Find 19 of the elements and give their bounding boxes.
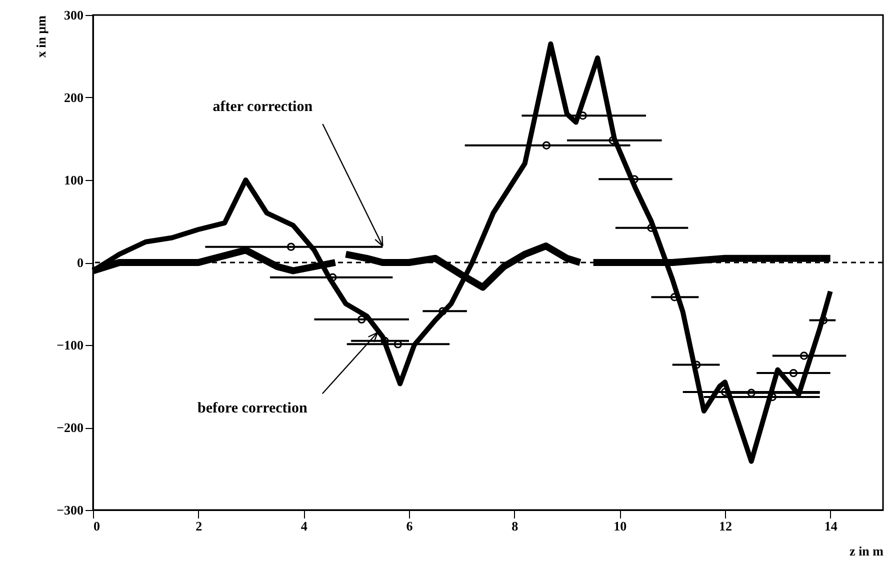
x-axis-title: z in m — [850, 544, 884, 558]
y-tick-label: 200 — [64, 90, 84, 105]
y-tick-label: −300 — [56, 502, 84, 518]
y-tick-label: −100 — [56, 338, 84, 352]
y-axis-title: x in µm — [34, 15, 49, 58]
x-tick-label: 0 — [94, 518, 100, 534]
y-tick-label: 100 — [64, 172, 84, 188]
y-tick-label: −200 — [56, 420, 84, 435]
annotation: after correction — [212, 99, 314, 115]
x-tick-label: 6 — [406, 518, 414, 534]
x-tick-label: 2 — [196, 518, 202, 534]
annotation: before correction — [197, 400, 308, 417]
x-tick-label: 8 — [512, 518, 519, 534]
x-tick-label: 12 — [719, 518, 732, 534]
x-tick-label: 4 — [300, 518, 308, 534]
x-tick-label: 10 — [614, 518, 627, 534]
x-tick-label: 14 — [824, 518, 838, 534]
y-tick-label: 300 — [64, 8, 84, 22]
y-tick-label: 0 — [77, 255, 84, 270]
